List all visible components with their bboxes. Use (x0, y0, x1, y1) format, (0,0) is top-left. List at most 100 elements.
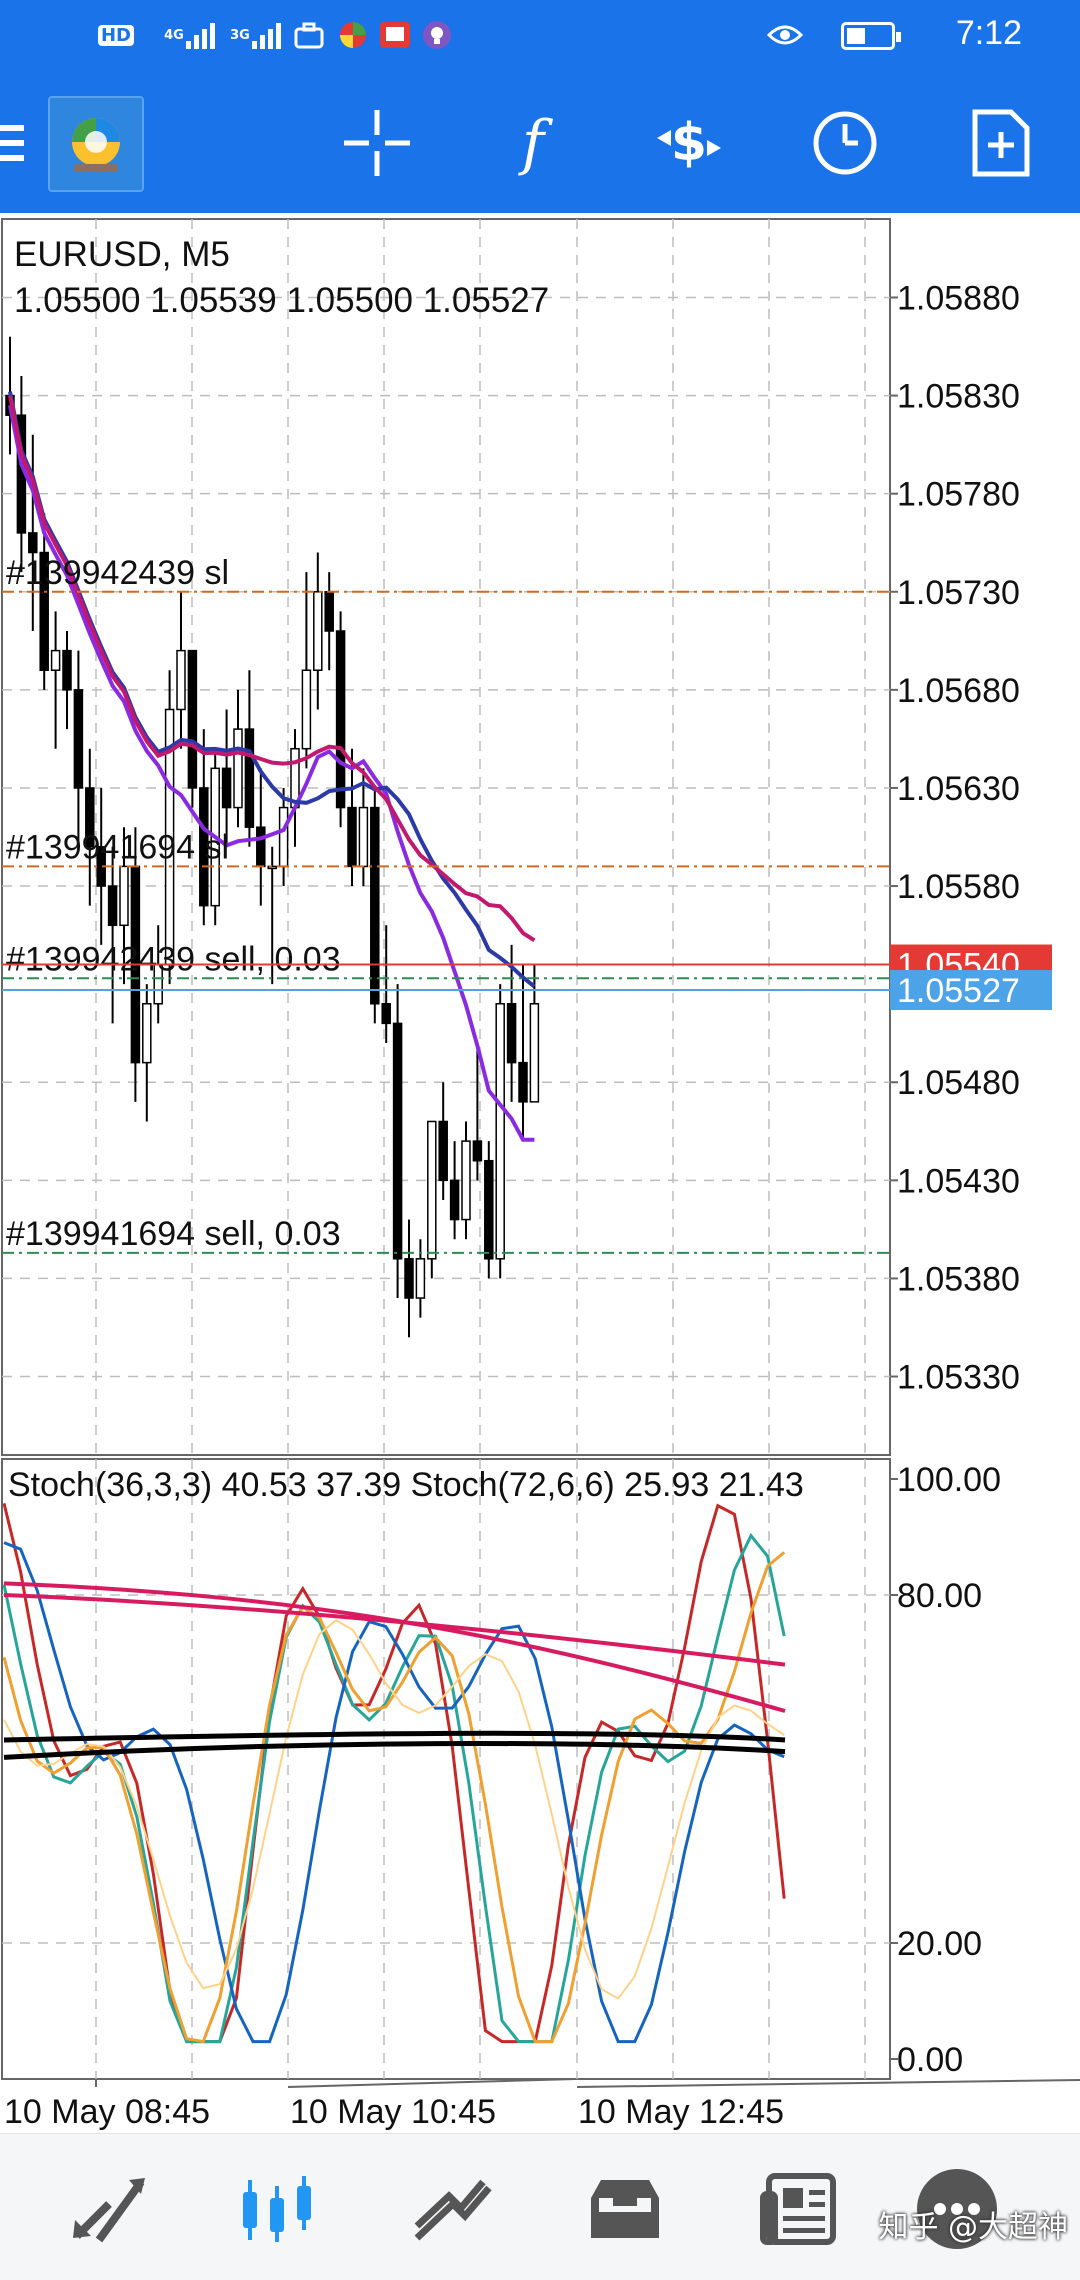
candle-bearish (438, 1120, 448, 1182)
price-axis-label: 1.05880 (897, 279, 1020, 317)
watermark: 知乎 @大超神 (878, 2210, 1068, 2245)
history-icon[interactable] (580, 2164, 670, 2254)
candle-bearish (39, 551, 49, 671)
candle-bullish (119, 865, 129, 927)
candle-bearish (484, 1159, 494, 1260)
candle-bearish (381, 1003, 391, 1025)
candle-bearish (370, 806, 380, 1005)
indicator-pane-frame (1, 1458, 891, 2080)
time-axis-label: 10 May 12:45 (578, 2093, 784, 2131)
candle-bullish (176, 649, 186, 711)
ohlc-readout: 1.05500 1.05539 1.05500 1.05527 (14, 281, 550, 320)
stoch-slow-main (3, 1593, 786, 1667)
bottom-navigation: 知乎 @大超神 (0, 2133, 1080, 2280)
signal-4g-icon: 4G (160, 18, 220, 52)
function-icon[interactable]: f (521, 108, 545, 178)
stoch-long-main (3, 1730, 786, 1743)
stoch-long-signal (3, 1741, 786, 1760)
stoch-slow-signal (3, 1618, 785, 2000)
order-line-label: #139942439 sell, 0.03 (6, 940, 341, 978)
order-line-label: #139941694 sell, 0.03 (6, 1215, 341, 1253)
candle-bearish (62, 649, 72, 691)
candle-bullish (142, 1003, 152, 1064)
new-document-icon[interactable] (958, 100, 1044, 186)
candle-bearish (107, 885, 118, 927)
trade-icon[interactable]: $ (646, 100, 732, 186)
main-pane-frame (1, 218, 891, 1456)
chat-icon[interactable] (912, 2164, 1002, 2254)
signal-3g-icon: 3G (226, 18, 286, 52)
book-icon (378, 18, 412, 52)
price-axis-label: 1.05630 (897, 770, 1020, 808)
top-bar: HD 4G 3G 7:12 (0, 0, 1080, 213)
price-axis-label: 1.05680 (897, 672, 1020, 710)
candle-bearish (335, 630, 346, 809)
time-axis-label: 10 May 08:45 (4, 2093, 210, 2131)
chart-icon[interactable] (232, 2164, 322, 2254)
candle-bearish (518, 1061, 528, 1103)
candle-bearish (392, 1022, 403, 1260)
briefcase-icon (292, 18, 326, 52)
price-chart[interactable]: 1.05880 1.05830 1.05780 1.05730 1.05680 1.056… (0, 213, 1080, 2133)
price-axis-label: 1.05730 (897, 574, 1020, 612)
candle-bearish (85, 787, 95, 848)
candle-bullish (50, 649, 61, 671)
symbol-timeframe: EURUSD, M5 (14, 235, 230, 274)
candle-bearish (472, 1140, 483, 1162)
battery-icon (841, 22, 901, 50)
indicator-axis-label: 80.00 (897, 1577, 982, 1615)
quotes-icon[interactable] (64, 2164, 154, 2254)
candle-bearish (187, 649, 198, 789)
moving-average-slow (8, 395, 536, 942)
candle-bearish (73, 689, 84, 789)
price-axis-label: 1.05780 (897, 476, 1020, 514)
stoch-fast-signal (2, 1532, 786, 2044)
candle-bearish (506, 1003, 517, 1064)
order-line-label: #139941694 sl (6, 828, 229, 866)
candle-bearish (28, 532, 38, 554)
toolbar: f $ (0, 70, 1080, 213)
candle-bearish (199, 787, 209, 907)
candle-bullish (461, 1140, 471, 1221)
menu-icon[interactable] (0, 100, 38, 186)
candle-bullish (529, 1003, 540, 1103)
candle-bearish (404, 1258, 414, 1299)
candle-bearish (221, 767, 232, 809)
candle-bullish (267, 865, 277, 870)
crosshair-icon[interactable] (334, 100, 420, 186)
clock-time: 7:12 (955, 14, 1022, 52)
news-icon[interactable] (754, 2164, 844, 2254)
clock-icon[interactable] (802, 100, 888, 186)
indicator-axis-label: 0.00 (897, 2041, 963, 2079)
stoch-slow-main-2 (3, 1581, 786, 1713)
candle-bullish (358, 806, 369, 868)
hd-icon: HD (96, 18, 136, 52)
candle-bullish (415, 1258, 426, 1299)
candle-bearish (449, 1179, 460, 1221)
eye-icon (765, 18, 805, 52)
time-axis-label: 10 May 10:45 (290, 2093, 496, 2131)
price-axis-label: 1.05380 (897, 1260, 1020, 1298)
trade-icon[interactable] (408, 2164, 498, 2254)
pinwheel-icon (336, 18, 370, 52)
time-tick (287, 2078, 577, 2088)
chart-area[interactable]: 1.05880 1.05830 1.05780 1.05730 1.05680 1.056… (0, 213, 1080, 2133)
bulb-icon (420, 18, 454, 52)
candle-bullish (233, 728, 243, 809)
indicator-axis-label: 100.00 (897, 1461, 1001, 1499)
candle-bullish (427, 1120, 437, 1260)
indicator-title: Stoch(36,3,3) 40.53 37.39 Stoch(72,6,6) … (8, 1466, 804, 1504)
last-price-tag (890, 970, 1052, 1011)
price-axis-label: 1.05430 (897, 1162, 1020, 1200)
candle-bearish (347, 806, 357, 868)
price-axis-label: 1.05580 (897, 868, 1020, 906)
candle-bullish (301, 669, 312, 750)
svg-text:$: $ (671, 113, 707, 173)
candle-bullish (495, 1003, 505, 1260)
candle-bullish (278, 806, 289, 868)
stoch-fast-main (2, 1502, 786, 2044)
price-axis-label: 1.05330 (897, 1359, 1020, 1397)
candle-bearish (324, 591, 334, 632)
price-axis-label: 1.05480 (897, 1064, 1020, 1102)
metatrader-logo[interactable] (48, 96, 144, 192)
